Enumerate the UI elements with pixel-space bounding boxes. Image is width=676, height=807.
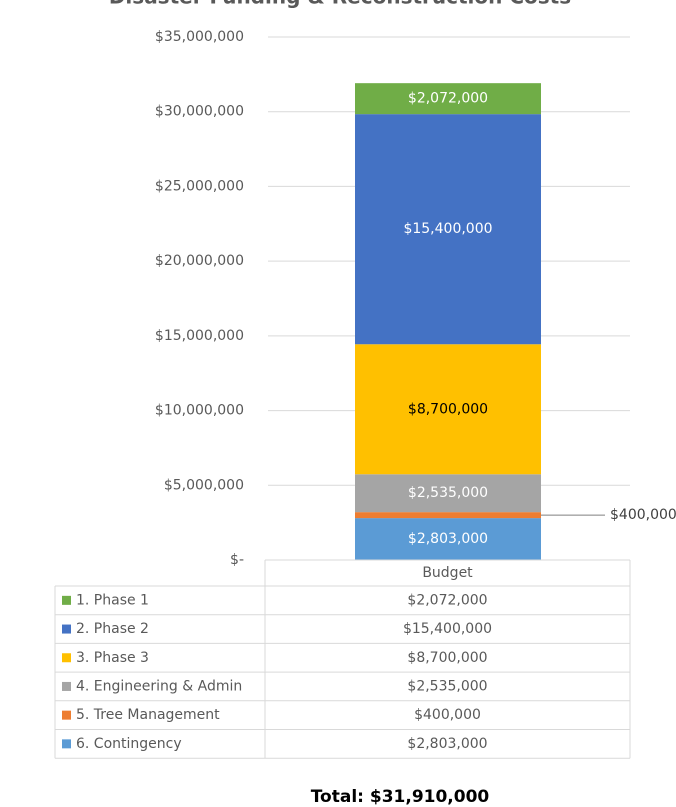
data-label: $8,700,000 <box>408 401 488 417</box>
bar-segment <box>355 512 541 519</box>
legend-swatch <box>62 624 71 634</box>
bar-segment <box>355 518 541 560</box>
legend-swatch <box>62 710 71 720</box>
legend-swatch <box>62 739 71 749</box>
data-label: $400,000 <box>610 507 676 523</box>
table-value: $8,700,000 <box>407 650 487 666</box>
data-label: $2,535,000 <box>408 485 488 501</box>
y-tick-label: $35,000,000 <box>155 29 244 45</box>
table-value: $15,400,000 <box>403 621 492 637</box>
table-value: $2,803,000 <box>407 736 487 752</box>
table-value: $400,000 <box>414 707 481 723</box>
legend-label: 3. Phase 3 <box>76 650 149 666</box>
table-value: $2,072,000 <box>407 592 487 608</box>
bar-segment <box>355 114 541 345</box>
total-label: Total: $31,910,000 <box>311 787 490 807</box>
legend-label: 6. Contingency <box>76 736 182 752</box>
data-label: $2,803,000 <box>408 531 488 547</box>
data-label: $15,400,000 <box>403 221 492 237</box>
table-value: $2,535,000 <box>407 678 487 694</box>
table-header: Budget <box>422 565 473 581</box>
bar-segment <box>355 474 541 513</box>
legend-label: 4. Engineering & Admin <box>76 678 242 694</box>
legend-swatch <box>62 595 71 605</box>
data-label: $2,072,000 <box>408 91 488 107</box>
legend-label: 2. Phase 2 <box>76 621 149 637</box>
bar-segment <box>355 83 541 115</box>
legend-swatch <box>62 681 71 691</box>
y-tick-label: $- <box>230 552 244 568</box>
y-tick-label: $20,000,000 <box>155 253 244 269</box>
y-tick-label: $5,000,000 <box>164 477 244 493</box>
legend-label: 5. Tree Management <box>76 707 220 723</box>
y-tick-label: $10,000,000 <box>155 403 244 419</box>
y-tick-label: $15,000,000 <box>155 328 244 344</box>
chart-title: Disaster Funding & Reconstruction Costs <box>109 0 571 9</box>
y-tick-label: $25,000,000 <box>155 178 244 194</box>
y-tick-label: $30,000,000 <box>155 104 244 120</box>
bar-segment <box>355 344 541 475</box>
legend-swatch <box>62 653 71 663</box>
legend-label: 1. Phase 1 <box>76 592 149 608</box>
